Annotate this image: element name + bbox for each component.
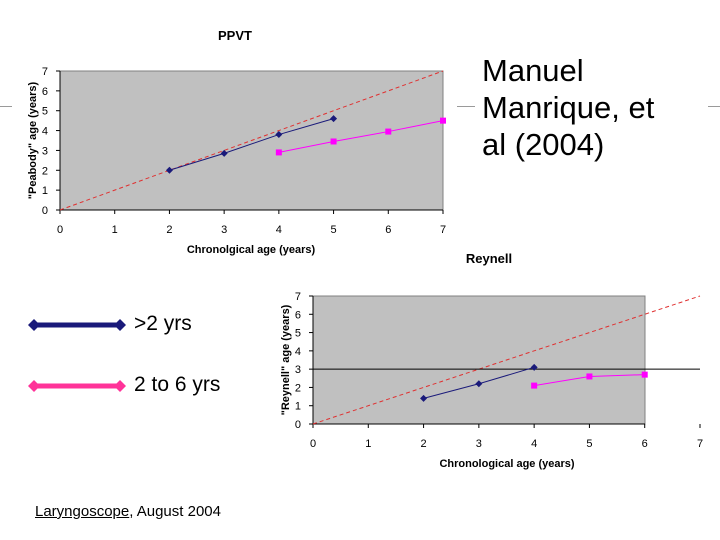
chart2-y-tick-label: 1 <box>295 401 301 413</box>
chart2-series-2-point <box>586 373 593 380</box>
citation-date: , August 2004 <box>129 503 221 520</box>
chart1-series-2-point <box>440 117 446 124</box>
legend-item-2: 2 to 6 yrs <box>28 372 328 400</box>
chart1-series-2-point <box>385 128 392 135</box>
chart1-series-2-point <box>275 149 282 156</box>
chart1-y-axis-label: "Peabody" age (years) <box>27 81 39 199</box>
chart2-y-tick-label: 0 <box>295 419 301 431</box>
chart2-x-tick-label: 1 <box>365 438 371 450</box>
chart1-y-tick-label: 3 <box>42 145 48 157</box>
chart2-y-tick-label: 5 <box>295 328 301 340</box>
legend-item-1: >2 yrs <box>28 311 328 339</box>
chart1-x-tick-label: 7 <box>440 224 446 236</box>
title-line-1: Manuel <box>482 53 584 88</box>
chart1-series-1-line <box>169 118 334 171</box>
chart2-y-tick-label: 7 <box>295 291 301 303</box>
chart1-series-1-point <box>275 131 283 139</box>
chart2-x-tick-label: 3 <box>476 438 482 450</box>
chart2-y-axis-label: "Reynell" age (years) <box>280 304 292 415</box>
chart2-y-tick-label: 2 <box>295 382 301 394</box>
legend-line-diamond-icon <box>28 319 126 331</box>
chart1-title: PPVT <box>218 28 252 43</box>
ppvt-chart: 0 1 2 3 4 5 6 7 0 1 2 3 4 5 6 7 PPVT Chronolgical age (ye… <box>27 28 446 256</box>
chart2-series-2-point <box>531 382 538 389</box>
citation-journal: Laryngoscope <box>35 503 130 520</box>
chart1-y-tick-label: 0 <box>42 205 48 217</box>
chart1-x-tick-label: 3 <box>221 224 227 236</box>
chart2-reference-line <box>312 295 701 425</box>
chart2-y-tick-label: 3 <box>295 364 301 376</box>
chart2-y-tick-label: 4 <box>295 346 301 358</box>
chart1-series-2-line <box>278 120 444 153</box>
chart1-series-2-point <box>330 138 337 145</box>
chart2-x-tick-label: 5 <box>586 438 592 450</box>
chart1-y-tick-label: 4 <box>42 126 48 138</box>
separator-line-right <box>708 106 720 107</box>
chart1-y-tick-label: 5 <box>42 106 48 118</box>
chart2-x-tick-label: 2 <box>421 438 427 450</box>
reynell-chart: 0 1 2 3 4 5 6 7 0 1 2 3 4 5 6 7 Reynell Chronological age… <box>280 251 703 470</box>
chart1-y-tick-label: 1 <box>42 185 48 197</box>
chart1-series-1-point <box>165 166 173 174</box>
chart1-x-tick-label: 5 <box>331 224 337 236</box>
chart1-y-tick-label: 6 <box>42 86 48 98</box>
chart1-x-tick-label: 1 <box>112 224 118 236</box>
legend-label-2: 2 to 6 yrs <box>134 373 221 396</box>
chart2-title: Reynell <box>466 251 512 266</box>
chart2-x-tick-label: 7 <box>697 438 703 450</box>
chart1-y-tick-label: 2 <box>42 165 48 177</box>
chart1-x-tick-label: 6 <box>385 224 391 236</box>
chart2-series-1-point <box>475 380 483 388</box>
chart2-plot-area <box>312 295 646 425</box>
chart2-y-tick-label: 6 <box>295 309 301 321</box>
slide-title: Manuel Manrique, et al (2004) <box>482 52 712 163</box>
chart2-x-tick-label: 0 <box>310 438 316 450</box>
chart1-x-axis-label: Chronolgical age (years) <box>187 244 316 256</box>
chart1-series-1-point <box>220 149 228 157</box>
citation: Laryngoscope, August 2004 <box>35 503 221 520</box>
chart1-x-tick-label: 4 <box>276 224 282 236</box>
title-line-3: al (2004) <box>482 127 605 162</box>
chart1-x-tick-label: 2 <box>166 224 172 236</box>
chart2-series-1-point <box>530 363 538 371</box>
separator-line-left <box>0 106 12 107</box>
chart1-series-1-point <box>330 115 338 123</box>
separator-line-mid <box>457 106 475 107</box>
chart1-y-tick-label: 7 <box>42 66 48 78</box>
legend-line-diamond-pink-icon <box>28 380 126 392</box>
title-line-2: Manrique, et <box>482 90 655 125</box>
chart2-series-1-point <box>420 394 428 402</box>
chart2-series-2-point <box>641 371 648 378</box>
chart1-x-tick-label: 0 <box>57 224 63 236</box>
chart2-x-axis-label: Chronological age (years) <box>439 458 574 470</box>
chart1-reference-line <box>59 70 444 211</box>
legend-label-1: >2 yrs <box>134 312 192 335</box>
chart2-x-tick-label: 4 <box>531 438 537 450</box>
chart2-x-tick-label: 6 <box>642 438 648 450</box>
